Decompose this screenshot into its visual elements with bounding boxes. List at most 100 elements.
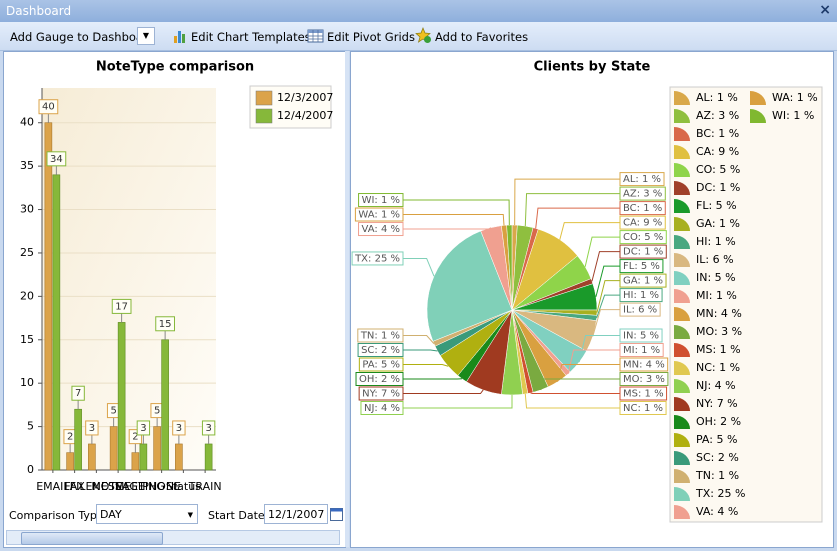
callout-box [619,215,666,230]
y-tick-label: 0 [27,463,34,476]
callout-label: NY: 7 % [362,389,400,400]
legend-swatch [674,199,690,213]
legend-swatch [674,505,690,519]
data-label: 15 [159,319,172,330]
x-tick-label: EMAIL [36,480,70,493]
callout-box [358,193,404,208]
callout-label: NC: 1 % [623,403,663,414]
callout-label: NJ: 4 % [364,403,400,414]
legend-label: NY: 7 % [696,397,738,410]
legend-label: TN: 1 % [695,469,739,482]
data-label-box [38,99,59,115]
legend-swatch [674,397,690,411]
callout-box [358,357,404,372]
y-tick-label: 15 [20,333,34,346]
callout-box [357,343,404,357]
bar [175,443,183,471]
add-gauge-button[interactable]: Add Gauge to Dashboard [10,30,155,44]
legend-label: PA: 5 % [696,433,737,446]
plot-area [42,88,216,470]
chart-icon [174,31,185,43]
legend-swatch [750,109,766,123]
edit-chart-templates-button[interactable]: Edit Chart Templates [191,30,311,44]
callout-line [535,207,620,229]
bar [131,452,140,471]
callout-label: IN: 5 % [623,331,659,342]
legend-label: WI: 1 % [772,109,814,122]
data-label-box [71,385,85,401]
dropdown-arrow[interactable]: ▼ [137,27,155,45]
callout-box [619,201,666,216]
legend-label: AL: 1 % [696,91,738,104]
start-date-input[interactable]: 12/1/2007 [264,504,328,524]
legend-swatch [674,253,690,267]
bar [161,339,169,471]
callout-line [403,349,438,352]
legend-label: GA: 1 % [696,217,740,230]
close-button[interactable]: × [819,2,831,18]
legend-swatch [255,90,273,106]
legend-label: TX: 25 % [695,487,745,500]
data-label: 5 [154,406,160,417]
data-label: 2 [132,432,138,443]
legend-label: DC: 1 % [696,181,740,194]
legend-swatch [674,217,690,231]
legend-swatch [674,145,690,159]
scrollbar[interactable] [6,530,340,545]
callout-line [524,193,620,227]
callout-box [619,386,668,401]
x-tick-label: MEETING [115,480,165,493]
bar [153,426,161,471]
data-label: 17 [115,301,128,312]
legend-swatch [674,127,690,141]
callout-line [596,280,620,313]
callout-label: DC: 1 % [623,247,663,258]
legend-swatch [674,289,690,303]
callout-label: BC: 1 % [623,203,662,214]
legend-swatch [674,487,690,501]
splitter[interactable] [345,51,349,547]
y-tick-label: 30 [20,203,34,216]
data-label: 40 [42,102,55,113]
bar [52,174,61,471]
legend-label: 12/3/2007 [277,91,333,104]
legend-swatch [255,108,273,124]
calendar-button[interactable] [330,506,344,522]
edit-pivot-grids-button[interactable]: Edit Pivot Grids [327,30,415,44]
data-label-box [111,298,132,314]
data-label-box [172,420,186,436]
legend-swatch [674,109,690,123]
data-label: 3 [140,423,146,434]
legend-swatch [674,379,690,393]
bar [74,408,82,471]
bar [88,443,96,471]
callout-line [403,257,435,277]
legend-label: MO: 3 % [696,325,742,338]
callout-line [530,392,620,394]
callout-box [619,244,667,259]
data-label-box [85,420,99,436]
legend-swatch [674,235,690,249]
data-label: 34 [50,154,63,165]
legend-label: MS: 1 % [696,343,741,356]
data-label-box [155,316,175,332]
add-to-favorites-button[interactable]: Add to Favorites [435,30,529,44]
legend-swatch [674,163,690,177]
scroll-thumb[interactable] [21,532,163,545]
callout-line [592,309,620,337]
callout-label: GA: 1 % [623,276,663,287]
callout-line [557,364,620,382]
callout-box [619,230,667,245]
data-label-box [201,420,216,436]
callout-box [619,172,665,187]
legend-label: CO: 5 % [696,163,740,176]
callout-line [403,389,484,394]
callout-label: VA: 4 % [362,224,400,235]
bar [109,426,118,471]
comparison-type-select[interactable]: DAY ▼ [96,504,198,524]
legend-swatch [674,361,690,375]
callout-line [403,364,449,367]
callout-box [619,302,661,317]
y-tick-label: 35 [20,159,34,172]
